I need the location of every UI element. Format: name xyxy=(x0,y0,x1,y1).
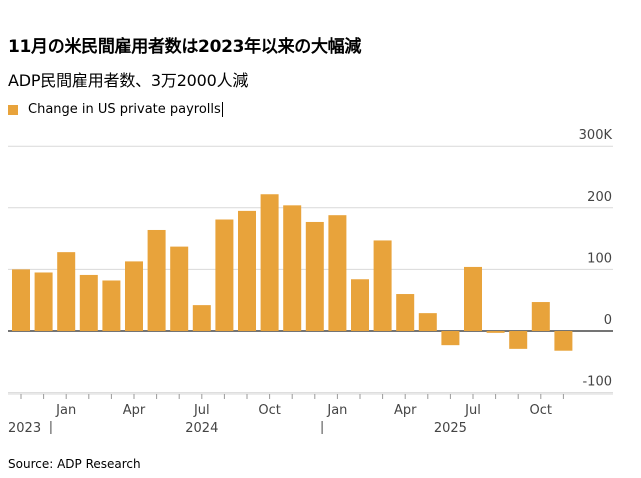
bar xyxy=(125,261,143,331)
bar xyxy=(328,215,347,331)
y-tick-label: -100 xyxy=(582,375,612,390)
y-tick-label: 200 xyxy=(587,190,612,205)
bar xyxy=(373,240,392,331)
text-cursor xyxy=(221,102,223,117)
bar xyxy=(147,229,166,331)
bar xyxy=(351,279,369,331)
bar xyxy=(509,331,528,349)
y-tick-label: 0 xyxy=(604,313,612,328)
bar xyxy=(464,266,482,331)
bar xyxy=(34,272,53,331)
bar xyxy=(396,294,415,331)
bar xyxy=(554,331,573,351)
bar xyxy=(79,274,98,331)
bar xyxy=(12,269,30,331)
x-month-label: Jan xyxy=(326,403,347,418)
bar xyxy=(441,331,460,346)
legend: Change in US private payrolls xyxy=(8,102,223,117)
x-month-label: Jan xyxy=(55,403,76,418)
bar xyxy=(215,219,234,331)
bar xyxy=(102,280,121,331)
bar xyxy=(170,246,189,331)
x-month-label: Apr xyxy=(123,403,146,418)
bar xyxy=(238,210,256,331)
legend-label: Change in US private payrolls xyxy=(28,102,221,117)
x-month-label: Apr xyxy=(394,403,417,418)
y-tick-label: 300K xyxy=(579,128,613,143)
x-month-label: Oct xyxy=(258,403,280,418)
x-year-label: 2025 xyxy=(434,421,467,436)
bar xyxy=(283,205,302,331)
bar xyxy=(486,331,505,333)
bar xyxy=(57,252,76,331)
x-month-label: Oct xyxy=(530,403,552,418)
legend-swatch xyxy=(8,104,18,115)
chart-title: 11月の米民間雇用者数は2023年以来の大幅減 xyxy=(8,37,362,57)
bar xyxy=(305,221,324,331)
bar xyxy=(260,194,279,331)
bar xyxy=(531,302,550,331)
bar xyxy=(418,313,437,331)
x-year-label: 2023 xyxy=(8,421,41,436)
x-year-label: 2024 xyxy=(185,421,218,436)
y-tick-label: 100 xyxy=(587,251,612,266)
x-month-label: Jul xyxy=(193,403,210,418)
source-note: Source: ADP Research xyxy=(8,457,141,471)
chart-subtitle: ADP民間雇用者数、3万2000人減 xyxy=(8,71,249,90)
x-month-label: Jul xyxy=(464,403,481,418)
bar xyxy=(192,305,211,331)
